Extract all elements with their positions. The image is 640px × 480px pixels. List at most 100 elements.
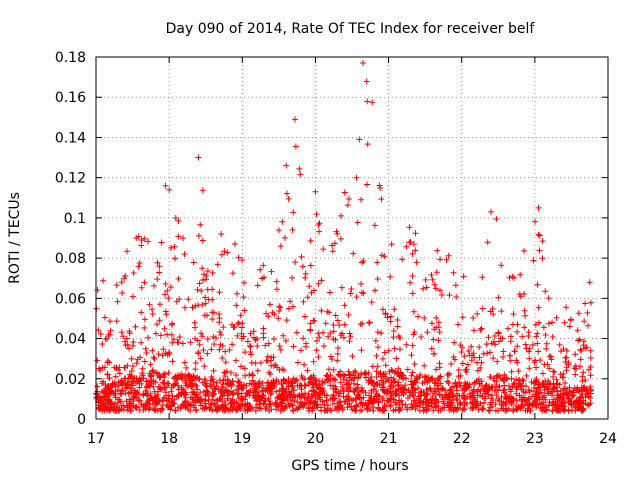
- data-point: [508, 368, 515, 375]
- data-point: [388, 379, 395, 386]
- data-point: [498, 308, 505, 315]
- data-point: [300, 335, 307, 342]
- data-point: [197, 355, 204, 362]
- data-point: [314, 404, 321, 411]
- data-point: [550, 368, 557, 375]
- data-point: [200, 388, 207, 395]
- data-point: [406, 224, 413, 231]
- data-point: [356, 395, 363, 402]
- data-point: [237, 312, 244, 319]
- data-point: [440, 398, 447, 405]
- data-point: [452, 379, 459, 386]
- data-point: [254, 282, 261, 289]
- data-point: [365, 401, 372, 408]
- data-point: [509, 273, 516, 280]
- data-point: [136, 260, 143, 267]
- data-point: [164, 287, 171, 294]
- data-point: [232, 372, 239, 379]
- data-point: [158, 239, 165, 246]
- data-point: [210, 391, 217, 398]
- data-point: [241, 307, 248, 314]
- data-point: [234, 290, 241, 297]
- data-point: [570, 392, 577, 399]
- data-point: [155, 350, 162, 357]
- data-point: [577, 356, 584, 363]
- data-point: [325, 333, 332, 340]
- data-point: [507, 338, 514, 345]
- data-point: [372, 337, 379, 344]
- data-point: [415, 313, 422, 320]
- data-point: [415, 385, 422, 392]
- data-point: [285, 305, 292, 312]
- data-point: [575, 310, 582, 317]
- data-point: [448, 361, 455, 368]
- data-point: [319, 379, 326, 386]
- data-point: [581, 386, 588, 393]
- data-point: [270, 362, 277, 369]
- data-point: [432, 404, 439, 411]
- data-point: [112, 391, 119, 398]
- data-point: [147, 361, 154, 368]
- data-point: [360, 258, 367, 265]
- data-point: [420, 285, 427, 292]
- data-point: [223, 387, 230, 394]
- data-point: [164, 380, 171, 387]
- data-point: [565, 406, 572, 413]
- data-point: [399, 256, 406, 263]
- data-point: [395, 370, 402, 377]
- data-point: [391, 345, 398, 352]
- data-point: [457, 400, 464, 407]
- data-point: [167, 406, 174, 413]
- data-point: [400, 389, 407, 396]
- data-point: [516, 377, 523, 384]
- data-point: [121, 338, 128, 345]
- data-point: [587, 299, 594, 306]
- data-point: [136, 384, 143, 391]
- data-point: [182, 377, 189, 384]
- data-point: [341, 321, 348, 328]
- data-point: [124, 248, 131, 255]
- data-point: [345, 196, 352, 203]
- data-point: [327, 372, 334, 379]
- data-point: [444, 378, 451, 385]
- data-point: [409, 369, 416, 376]
- data-point: [199, 187, 206, 194]
- data-point: [557, 391, 564, 398]
- data-point: [513, 397, 520, 404]
- data-point: [396, 373, 403, 380]
- data-point: [138, 242, 145, 249]
- data-point: [552, 403, 559, 410]
- data-point: [130, 339, 137, 346]
- data-point: [178, 390, 185, 397]
- data-point: [446, 370, 453, 377]
- data-point: [353, 174, 360, 181]
- data-point: [495, 294, 502, 301]
- data-point: [351, 389, 358, 396]
- data-point: [254, 367, 261, 374]
- data-point: [242, 372, 249, 379]
- data-point: [567, 317, 574, 324]
- data-point: [279, 366, 286, 373]
- data-point: [573, 365, 580, 372]
- data-point: [329, 400, 336, 407]
- data-point: [358, 196, 365, 203]
- data-point: [199, 333, 206, 340]
- data-point: [354, 219, 361, 226]
- data-point: [374, 329, 381, 336]
- data-point: [469, 399, 476, 406]
- data-point: [209, 309, 216, 316]
- data-point: [116, 397, 123, 404]
- data-point: [513, 376, 520, 383]
- data-point: [128, 389, 135, 396]
- data-point: [312, 188, 319, 195]
- data-point: [481, 390, 488, 397]
- data-point: [320, 342, 327, 349]
- data-point: [244, 338, 251, 345]
- data-point: [173, 375, 180, 382]
- axis-ticks: 0 0.02 0.04 0.06 0.08 0.1 0.12 0.14 0.16 0.18 17 18…: [55, 50, 617, 447]
- data-point: [308, 289, 315, 296]
- data-point: [566, 395, 573, 402]
- data-point: [239, 256, 246, 263]
- data-point: [195, 349, 202, 356]
- data-point: [113, 282, 120, 289]
